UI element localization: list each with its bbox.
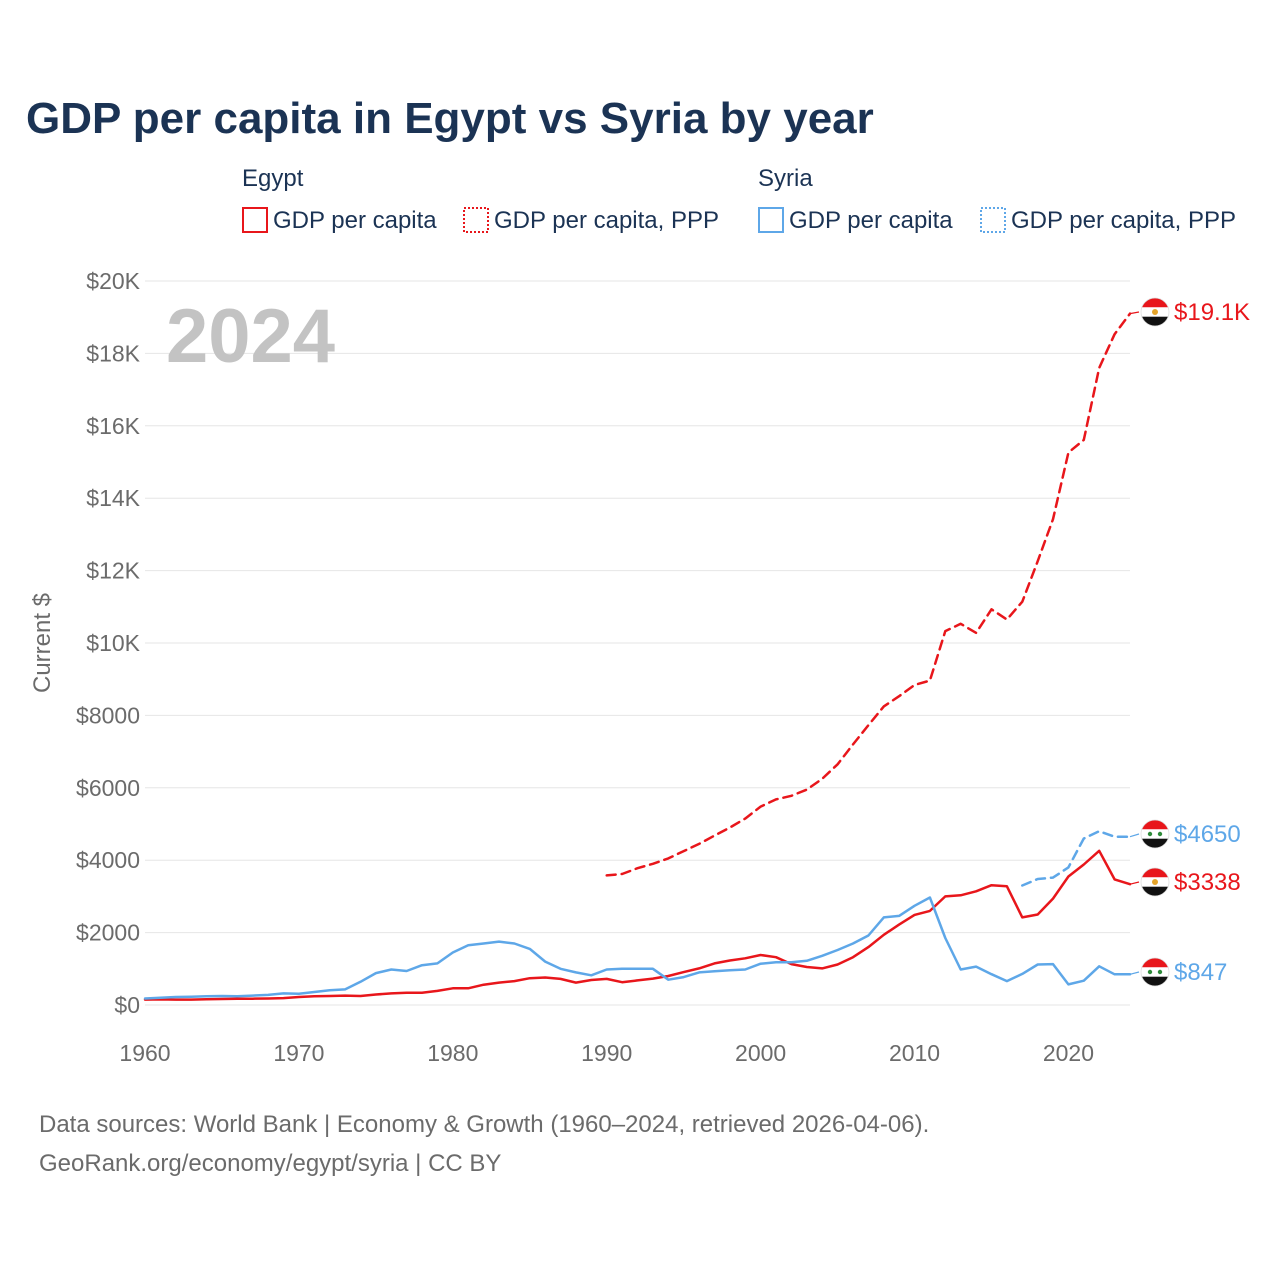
legend-swatch-egypt-ppp [463,207,489,233]
end-label-connector [1129,881,1140,885]
legend-item-egypt-ppp[interactable]: GDP per capita, PPP [463,207,719,234]
series-line-syria-ppp [1021,829,1132,887]
legend-label-egypt-gdp: GDP per capita [273,207,437,234]
legend: Egypt GDP per capita GDP per capita, PPP… [242,165,1236,234]
x-tick-label: 2000 [735,1040,786,1066]
x-axis-ticks: 1960 1970 1980 1990 2000 2010 2020 [119,1040,1094,1066]
legend-item-syria-gdp[interactable]: GDP per capita [758,207,953,234]
legend-item-egypt-gdp[interactable]: GDP per capita [242,207,437,234]
legend-swatch-syria-ppp [980,207,1006,233]
legend-swatch-egypt-gdp [242,207,268,233]
y-tick-label: $6000 [76,775,140,801]
chart-title: GDP per capita in Egypt vs Syria by year [26,94,874,143]
y-axis-ticks: $0 $2000 $4000 $6000 $8000 $10K $12K $14K $16K $1… [76,268,141,1018]
y-tick-label: $12K [86,558,140,584]
legend-label-syria-gdp: GDP per capita [789,207,953,234]
y-axis-title: Current $ [29,593,56,693]
series-lines [143,312,1132,1001]
x-tick-label: 1980 [427,1040,478,1066]
grid-lines [145,280,1130,1006]
end-label-connector [1129,311,1140,315]
y-tick-label: $20K [86,268,140,294]
y-tick-label: $0 [114,992,140,1018]
x-tick-label: 1960 [119,1040,170,1066]
legend-label-egypt-ppp: GDP per capita, PPP [494,207,719,234]
end-labels: $19.1K $4650 $3338 $847 [1129,297,1250,987]
egypt-flag-icon [1140,867,1170,897]
end-label-egypt-ppp: $19.1K [1174,299,1250,326]
y-tick-label: $16K [86,413,140,439]
syria-flag-icon [1140,957,1170,987]
y-tick-label: $8000 [76,702,140,728]
legend-item-syria-ppp[interactable]: GDP per capita, PPP [980,207,1236,234]
y-tick-label: $18K [86,340,140,366]
x-tick-label: 2020 [1043,1040,1094,1066]
y-tick-label: $2000 [76,920,140,946]
legend-label-syria-ppp: GDP per capita, PPP [1011,207,1236,234]
x-tick-label: 1970 [273,1040,324,1066]
end-label-connector [1129,971,1140,975]
end-label-syria-gdp: $847 [1174,959,1227,986]
y-tick-label: $10K [86,630,140,656]
legend-egypt-title: Egypt [242,165,304,192]
legend-syria-title: Syria [758,165,813,192]
current-year-label: 2024 [166,294,335,379]
x-tick-label: 2010 [889,1040,940,1066]
egypt-flag-icon [1140,297,1170,327]
end-label-connector [1129,833,1140,838]
series-line-egypt-ppp [605,312,1132,877]
y-tick-label: $4000 [76,847,140,873]
legend-swatch-syria-gdp [758,207,784,233]
footer-credit: GeoRank.org/economy/egypt/syria | CC BY [39,1150,501,1177]
footer-sources: Data sources: World Bank | Economy & Gro… [39,1111,929,1138]
end-label-syria-ppp: $4650 [1174,821,1241,848]
x-tick-label: 1990 [581,1040,632,1066]
end-label-egypt-gdp: $3338 [1174,869,1241,896]
series-line-egypt-gdp [143,849,1132,1001]
y-tick-label: $14K [86,485,140,511]
series-line-syria-gdp [143,896,1132,1000]
syria-flag-icon [1140,819,1170,849]
